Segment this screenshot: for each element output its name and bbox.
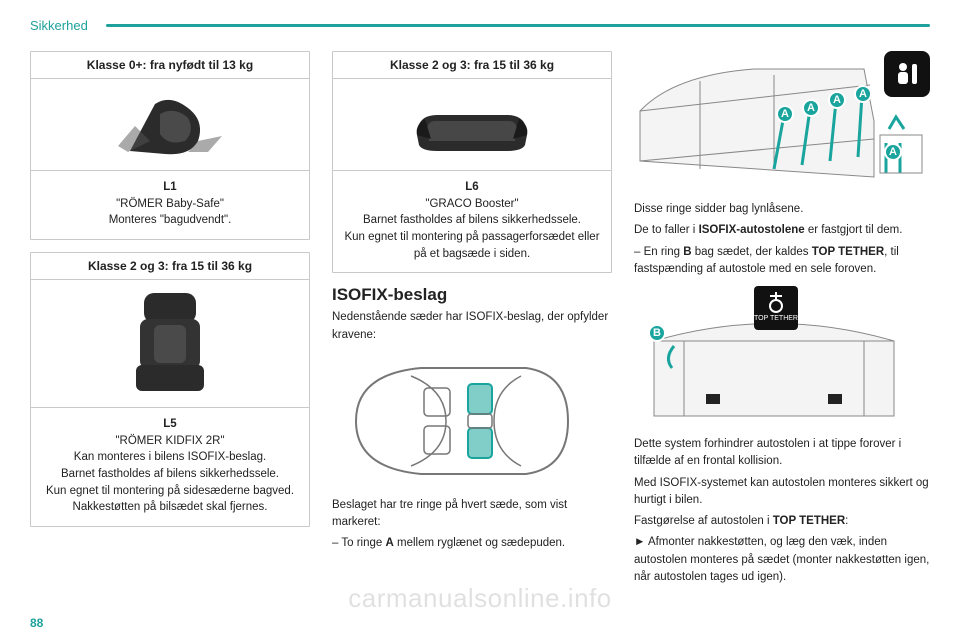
card-title: Klasse 0+: fra nyfødt til 13 kg	[31, 52, 309, 79]
seat-note: Kun egnet til montering på passagerforsæ…	[343, 229, 601, 262]
booster-seat-icon	[407, 95, 537, 155]
bold-text: ISOFIX-autostolene	[699, 224, 805, 236]
seat-note: Barnet fastholdes af bilens sikkerhedsse…	[41, 466, 299, 483]
seat-code: L1	[41, 179, 299, 196]
label-A: A	[386, 537, 394, 549]
card-desc: L5 "RÖMER KIDFIX 2R" Kan monteres i bile…	[31, 408, 309, 526]
marker-A: A	[802, 99, 820, 117]
columns: Klasse 0+: fra nyfødt til 13 kg L1 "RÖME…	[30, 51, 930, 590]
text: – To ringe	[332, 537, 386, 549]
header: Sikkerhed	[30, 18, 930, 33]
marker-A: A	[828, 91, 846, 109]
card-desc: L6 "GRACO Booster" Barnet fastholdes af …	[333, 171, 611, 272]
baby-seat-icon	[110, 86, 230, 164]
card-class0plus: Klasse 0+: fra nyfødt til 13 kg L1 "RÖME…	[30, 51, 310, 240]
card-title: Klasse 2 og 3: fra 15 til 36 kg	[31, 253, 309, 280]
card-class23-l5: Klasse 2 og 3: fra 15 til 36 kg L5 "RÖME…	[30, 252, 310, 527]
paragraph: De to faller i ISOFIX-autostolene er fas…	[634, 222, 930, 239]
seat-note: Monteres "bagudvendt".	[41, 212, 299, 229]
body-text: Nedenstående sæder har ISOFIX-beslag, de…	[332, 309, 612, 344]
paragraph: Dette system forhindrer autostolen i at …	[634, 436, 930, 471]
marker-A: A	[854, 85, 872, 103]
paragraph: – En ring B bag sædet, der kaldes TOP TE…	[634, 244, 930, 279]
column-1: Klasse 0+: fra nyfødt til 13 kg L1 "RÖME…	[30, 51, 310, 590]
page: Sikkerhed Klasse 0+: fra nyfødt til 13 k…	[0, 0, 960, 640]
column-3: A A A A A Disse ringe sidder bag lynlåse…	[634, 51, 930, 590]
car-top-view-diagram	[336, 354, 581, 489]
text: De to faller i	[634, 224, 699, 236]
text: – En ring	[634, 246, 683, 258]
paragraph: Fastgørelse af autostolen i TOP TETHER:	[634, 513, 930, 530]
card-image	[31, 280, 309, 408]
card-desc: L1 "RÖMER Baby-Safe" Monteres "bagudvend…	[31, 171, 309, 239]
page-number: 88	[30, 616, 43, 630]
paragraph: – To ringe A mellem ryglænet og sædepude…	[332, 535, 612, 552]
text: mellem ryglænet og sædepuden.	[394, 537, 565, 549]
seat-note: Nakkestøtten på bilsædet skal fjernes.	[41, 499, 299, 516]
top-tether-badge-icon: TOP TETHER	[754, 286, 798, 330]
header-rule	[106, 24, 930, 27]
isofix-rear-seat-diagram: A A A A A	[634, 51, 930, 191]
bold-text: TOP TETHER	[773, 515, 845, 527]
seat-name: "RÖMER Baby-Safe"	[41, 196, 299, 213]
marker-B: B	[648, 324, 666, 342]
label-B: B	[683, 246, 691, 258]
marker-A: A	[776, 105, 794, 123]
paragraph: Beslaget har tre ringe på hvert sæde, so…	[332, 497, 612, 532]
isofix-badge-icon	[884, 51, 930, 97]
card-image	[333, 79, 611, 171]
top-tether-label: TOP TETHER	[754, 315, 798, 322]
text: bag sædet, der kaldes	[692, 246, 812, 258]
bold-text: TOP TETHER	[812, 246, 884, 258]
card-image	[31, 79, 309, 171]
car-outline-icon	[336, 354, 581, 489]
seat-note: Kun egnet til montering på sidesæderne b…	[41, 483, 299, 500]
text: :	[845, 515, 848, 527]
paragraph: ► Afmonter nakkestøtten, og læg den væk,…	[634, 534, 930, 586]
text: Fastgørelse af autostolen i	[634, 515, 773, 527]
paragraph: Disse ringe sidder bag lynlåsene.	[634, 201, 930, 218]
body-text: Disse ringe sidder bag lynlåsene. De to …	[634, 201, 930, 278]
card-title: Klasse 2 og 3: fra 15 til 36 kg	[333, 52, 611, 79]
marker-A: A	[884, 143, 902, 161]
seat-note: Kan monteres i bilens ISOFIX-beslag.	[41, 449, 299, 466]
body-text: Beslaget har tre ringe på hvert sæde, so…	[332, 497, 612, 553]
paragraph: Nedenstående sæder har ISOFIX-beslag, de…	[332, 309, 612, 344]
seat-name: "RÖMER KIDFIX 2R"	[41, 433, 299, 450]
paragraph: Med ISOFIX-systemet kan autostolen monte…	[634, 475, 930, 510]
seat-code: L6	[343, 179, 601, 196]
card-class23-l6: Klasse 2 og 3: fra 15 til 36 kg L6 "GRAC…	[332, 51, 612, 273]
child-seat-icon	[128, 289, 212, 399]
column-2: Klasse 2 og 3: fra 15 til 36 kg L6 "GRAC…	[332, 51, 612, 590]
seat-code: L5	[41, 416, 299, 433]
heading-isofix: ISOFIX-beslag	[332, 285, 612, 305]
seat-note: Barnet fastholdes af bilens sikkerhedsse…	[343, 212, 601, 229]
text: er fastgjort til dem.	[805, 224, 903, 236]
section-title: Sikkerhed	[30, 18, 88, 33]
top-tether-diagram: TOP TETHER B	[644, 286, 904, 426]
body-text: Dette system forhindrer autostolen i at …	[634, 436, 930, 586]
seat-name: "GRACO Booster"	[343, 196, 601, 213]
